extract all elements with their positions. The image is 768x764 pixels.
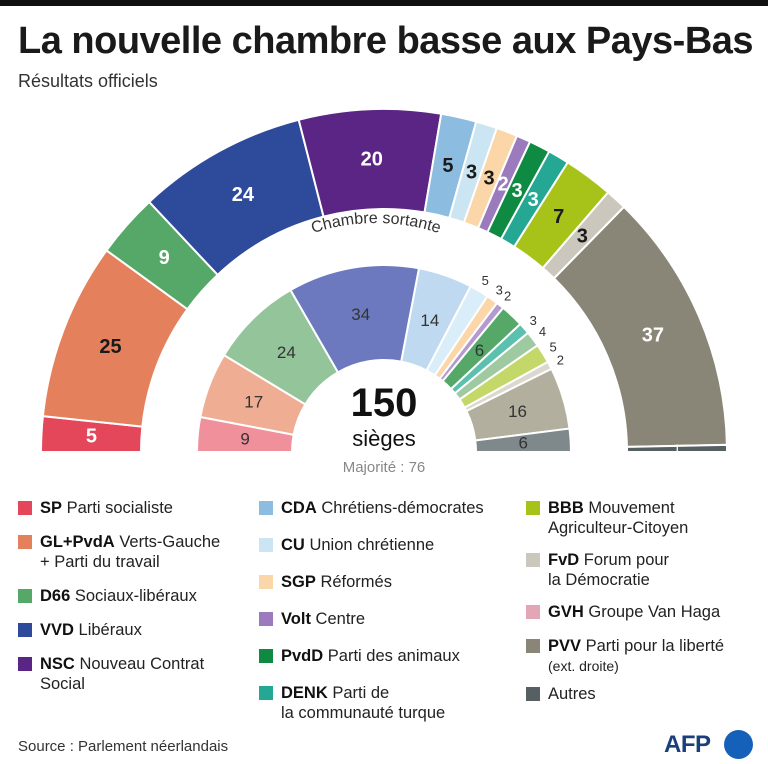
legend-swatch [526, 553, 540, 567]
page-title: La nouvelle chambre basse aux Pays-Bas [18, 20, 754, 62]
afp-logo-text: AFP [664, 731, 711, 758]
new-label-sgp: 3 [483, 167, 494, 189]
legend-abbr: SGP [281, 573, 316, 591]
legend-swatch [18, 589, 32, 603]
new-label-vvd: 24 [232, 184, 255, 206]
new-label-autres: 1 [673, 441, 681, 457]
legend-abbr: SP [40, 499, 63, 517]
legend-name: Chrétiens-démocrates [321, 499, 484, 517]
legend-name: Autres [548, 685, 596, 703]
legend-name: Libéraux [78, 621, 142, 639]
legend-swatch [18, 657, 32, 671]
total-seats-unit: sièges [352, 426, 416, 451]
legend-swatch [259, 649, 273, 663]
legend-abbr: Volt [281, 610, 311, 628]
legend-abbr: NSC [40, 655, 75, 673]
outgoing-segment-autres [474, 427, 573, 453]
legend-abbr: D66 [40, 587, 71, 605]
legend-swatch [259, 686, 273, 700]
legend-swatch [259, 538, 273, 552]
legend-name-line2: Social [40, 675, 85, 693]
outgoing-label-pvda: 17 [244, 393, 263, 412]
legend-abbr: PvdD [281, 647, 324, 665]
legend-name: Parti socialiste [66, 499, 173, 517]
legend-name: Parti des animaux [327, 647, 460, 665]
outgoing-label-pvv: 16 [508, 402, 527, 421]
legend-name-line2: (ext. droite) [548, 658, 619, 674]
legend-abbr: FvD [548, 551, 580, 569]
outgoing-label-denk: 3 [530, 313, 537, 328]
top-rule [0, 0, 768, 6]
new-label-bbb: 7 [553, 206, 564, 228]
afp-logo-dot [724, 730, 753, 759]
source-note: Source : Parlement néerlandais [18, 738, 229, 755]
legend-name: Parti pour la liberté [585, 637, 725, 655]
outgoing-label-autres: 6 [518, 434, 527, 453]
legend-abbr: CU [281, 536, 305, 554]
total-seats-number: 150 [351, 381, 418, 425]
new-label-d66: 9 [159, 247, 170, 269]
outgoing-label-pvdd: 6 [475, 341, 484, 360]
outgoing-label-cda: 14 [420, 311, 439, 330]
legend-name-line2: + Parti du travail [40, 553, 160, 571]
legend-name: Mouvement [588, 499, 675, 517]
legend-name: Sociaux-libéraux [74, 587, 197, 605]
legend-name: Parti de [332, 684, 390, 702]
legend-abbr: VVD [40, 621, 74, 639]
outgoing-label-ja21: 4 [539, 324, 546, 339]
new-label-glpvda: 25 [99, 336, 121, 358]
legend-name: Nouveau Contrat [79, 655, 205, 673]
outgoing-label-volt: 2 [504, 289, 511, 304]
legend-name-line2: Agriculteur-Citoyen [548, 519, 689, 537]
new-label-pvdd: 3 [511, 180, 522, 202]
outgoing-label-d66: 24 [277, 343, 296, 362]
legend-abbr: BBB [548, 499, 584, 517]
subtitle: Résultats officiels [18, 71, 158, 91]
outgoing-label-bbb: 5 [550, 340, 557, 355]
legend-abbr: GVH [548, 603, 584, 621]
new-label-nsc: 20 [361, 148, 383, 170]
legend-swatch [526, 687, 540, 701]
legend-swatch [18, 623, 32, 637]
outgoing-label-sp: 9 [240, 429, 249, 448]
new-label-cda: 5 [442, 155, 453, 177]
new-label-denk: 3 [528, 189, 539, 211]
majority-label: Majorité : 76 [343, 459, 426, 476]
outgoing-label-vvd: 34 [351, 305, 370, 324]
legend-name: Verts-Gauche [119, 533, 221, 551]
afp-logo: AFP [664, 728, 756, 760]
legend-swatch [526, 605, 540, 619]
new-segment-autres [625, 443, 729, 453]
legend-name-line2: la Démocratie [548, 571, 650, 589]
outgoing-label-cu: 5 [482, 273, 489, 288]
legend-abbr: GL+PvdA [40, 533, 115, 551]
outgoing-label-sgp: 3 [496, 282, 503, 297]
legend-swatch [18, 535, 32, 549]
legend-swatch [259, 575, 273, 589]
legend-abbr: PVV [548, 637, 582, 655]
new-label-pvv: 37 [642, 325, 664, 347]
outgoing-label-fvd: 2 [557, 352, 564, 367]
legend-abbr: DENK [281, 684, 328, 702]
legend-name: Forum pour [583, 551, 670, 569]
legend-swatch [259, 612, 273, 626]
legend-swatch [18, 501, 32, 515]
legend-name: Union chrétienne [309, 536, 435, 554]
new-label-cu: 3 [466, 161, 477, 183]
legend-name: Groupe Van Haga [588, 603, 721, 621]
new-label-fvd: 3 [577, 225, 588, 247]
new-label-volt: 2 [498, 173, 509, 195]
legend-swatch [259, 501, 273, 515]
legend-swatch [526, 501, 540, 515]
legend-swatch [526, 639, 540, 653]
legend-name: Réformés [320, 573, 392, 591]
legend-name-line2: la communauté turque [281, 704, 446, 722]
legend-abbr: CDA [281, 499, 317, 517]
legend-name: Centre [315, 610, 366, 628]
new-label-sp: 5 [86, 426, 97, 448]
